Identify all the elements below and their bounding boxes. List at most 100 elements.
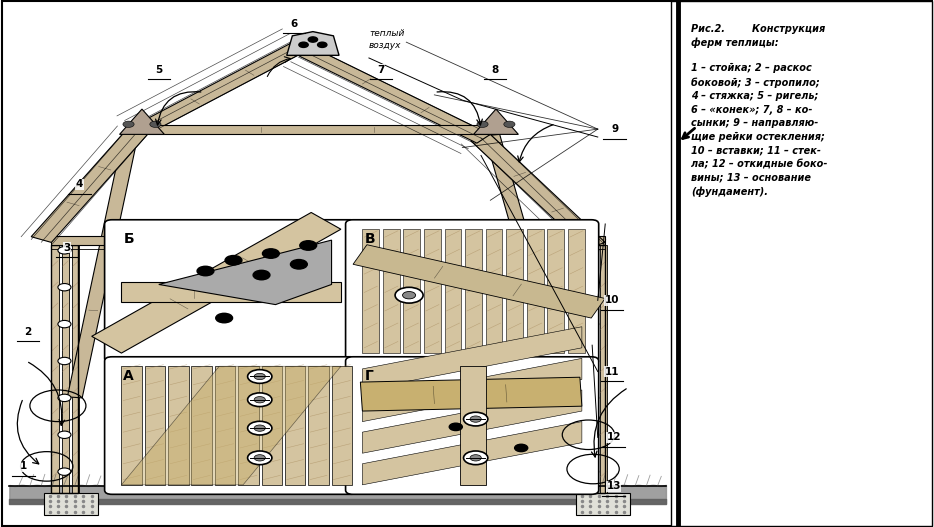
- Circle shape: [197, 266, 214, 276]
- Bar: [460, 366, 487, 485]
- Circle shape: [58, 247, 71, 254]
- Bar: [191, 366, 212, 485]
- Polygon shape: [134, 39, 313, 134]
- Text: 9: 9: [611, 124, 618, 134]
- Polygon shape: [31, 129, 148, 242]
- FancyBboxPatch shape: [346, 220, 599, 363]
- Bar: [308, 366, 329, 485]
- Text: Б: Б: [123, 232, 134, 246]
- Circle shape: [586, 468, 599, 475]
- Text: 6: 6: [290, 19, 298, 28]
- Bar: [465, 229, 482, 353]
- Bar: [238, 366, 259, 485]
- Polygon shape: [121, 366, 341, 485]
- Circle shape: [254, 373, 265, 379]
- Bar: [527, 229, 544, 353]
- Circle shape: [248, 451, 272, 465]
- Polygon shape: [362, 327, 582, 390]
- Bar: [568, 229, 585, 353]
- Bar: [285, 366, 305, 485]
- Bar: [145, 366, 165, 485]
- Bar: [671, 1, 932, 526]
- Circle shape: [58, 357, 71, 365]
- Circle shape: [503, 121, 515, 128]
- Circle shape: [299, 42, 308, 47]
- Circle shape: [586, 284, 599, 291]
- Circle shape: [290, 260, 307, 269]
- Polygon shape: [92, 212, 341, 353]
- Circle shape: [463, 412, 488, 426]
- Circle shape: [254, 455, 265, 461]
- Text: теплый
воздух: теплый воздух: [369, 30, 404, 50]
- Circle shape: [58, 284, 71, 291]
- Circle shape: [225, 256, 242, 265]
- Circle shape: [58, 394, 71, 402]
- FancyBboxPatch shape: [105, 220, 358, 363]
- Bar: [72, 245, 79, 493]
- Bar: [121, 366, 142, 485]
- Polygon shape: [471, 134, 605, 249]
- Text: 2: 2: [24, 327, 32, 337]
- Polygon shape: [361, 377, 582, 411]
- Circle shape: [58, 320, 71, 328]
- Polygon shape: [474, 109, 518, 134]
- Text: 1 – стойка; 2 – раскос
боковой; 3 – стропило;
4 – стяжка; 5 – ригель;
6 – «конек: 1 – стойка; 2 – раскос боковой; 3 – стро…: [691, 63, 828, 197]
- Circle shape: [515, 444, 528, 452]
- Circle shape: [586, 320, 599, 328]
- FancyBboxPatch shape: [105, 357, 358, 494]
- Circle shape: [449, 423, 462, 431]
- Circle shape: [586, 357, 599, 365]
- Bar: [383, 229, 400, 353]
- Circle shape: [123, 121, 134, 128]
- Circle shape: [463, 451, 488, 465]
- Bar: [362, 229, 379, 353]
- Bar: [215, 366, 235, 485]
- Text: А: А: [123, 369, 134, 383]
- Polygon shape: [159, 240, 332, 305]
- Circle shape: [58, 468, 71, 475]
- Text: 3: 3: [64, 243, 71, 252]
- Bar: [262, 366, 282, 485]
- Polygon shape: [485, 134, 574, 399]
- Bar: [51, 245, 59, 493]
- Text: Рис.2.        Конструкция
ферм теплицы:: Рис.2. Конструкция ферм теплицы:: [691, 24, 826, 47]
- Circle shape: [395, 287, 423, 303]
- Text: Г: Г: [364, 369, 374, 383]
- Bar: [547, 229, 564, 353]
- Text: 13: 13: [606, 482, 621, 491]
- Text: 10: 10: [604, 296, 619, 305]
- Circle shape: [58, 431, 71, 438]
- Circle shape: [216, 313, 233, 323]
- Circle shape: [254, 425, 265, 431]
- Circle shape: [586, 247, 599, 254]
- Polygon shape: [353, 245, 605, 318]
- Bar: [486, 229, 502, 353]
- Circle shape: [477, 121, 488, 128]
- Bar: [168, 366, 189, 485]
- Circle shape: [248, 393, 272, 407]
- Bar: [62, 245, 69, 493]
- Circle shape: [248, 369, 272, 383]
- Text: В: В: [364, 232, 375, 246]
- Bar: [44, 493, 98, 515]
- Circle shape: [586, 394, 599, 402]
- Text: 11: 11: [604, 367, 619, 376]
- Circle shape: [403, 291, 416, 299]
- Circle shape: [318, 42, 327, 47]
- Polygon shape: [120, 109, 164, 134]
- Circle shape: [248, 421, 272, 435]
- Text: 7: 7: [377, 65, 385, 74]
- Bar: [445, 229, 461, 353]
- Polygon shape: [51, 236, 605, 245]
- Bar: [424, 229, 441, 353]
- Circle shape: [149, 121, 161, 128]
- Bar: [579, 245, 587, 493]
- Bar: [506, 229, 523, 353]
- Circle shape: [254, 396, 265, 403]
- Circle shape: [470, 455, 481, 461]
- Polygon shape: [362, 358, 582, 422]
- Circle shape: [253, 270, 270, 280]
- Polygon shape: [362, 422, 582, 485]
- Text: 12: 12: [606, 433, 621, 442]
- Polygon shape: [121, 282, 341, 302]
